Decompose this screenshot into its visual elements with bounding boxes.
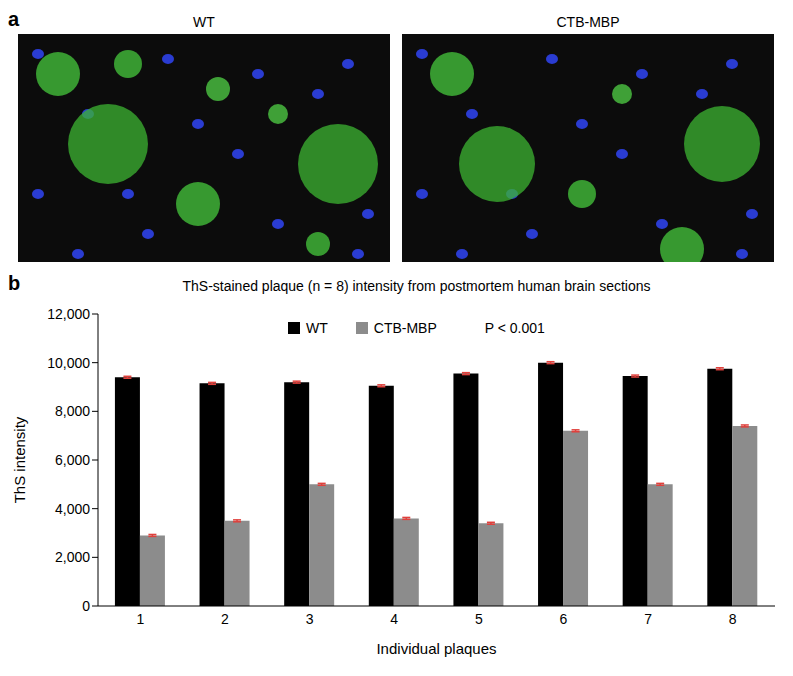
svg-text:4,000: 4,000 [55, 501, 90, 517]
svg-text:8: 8 [729, 611, 737, 627]
svg-text:10,000: 10,000 [47, 355, 90, 371]
html-text:b: b [8, 272, 21, 294]
svg-text:3: 3 [306, 611, 314, 627]
html-text:CTB-MBP: CTB-MBP [556, 14, 620, 30]
svg-text:5: 5 [475, 611, 483, 627]
html-text:WT: WT [306, 320, 328, 336]
svg-text:7: 7 [644, 611, 652, 627]
html-text:a: a [8, 8, 20, 30]
html-text:CTB-MBP: CTB-MBP [373, 320, 437, 336]
html-text:P < 0.001: P < 0.001 [484, 320, 545, 336]
svg-text:4: 4 [390, 611, 398, 627]
svg-text:6,000: 6,000 [55, 452, 90, 468]
html-text:WT: WT [193, 14, 215, 30]
svg-text:8,000: 8,000 [55, 403, 90, 419]
svg-text:2: 2 [221, 611, 229, 627]
svg-text:6: 6 [560, 611, 568, 627]
svg-text:ThS intensity: ThS intensity [11, 416, 28, 503]
svg-text:2,000: 2,000 [55, 549, 90, 565]
svg-text:0: 0 [82, 598, 90, 614]
svg-text:Individual plaques: Individual plaques [376, 640, 496, 657]
svg-text:12,000: 12,000 [47, 306, 90, 322]
svg-text:1: 1 [136, 611, 144, 627]
html-text:ThS-stained plaque (n = 8) int: ThS-stained plaque (n = 8) intensity fro… [182, 278, 651, 294]
